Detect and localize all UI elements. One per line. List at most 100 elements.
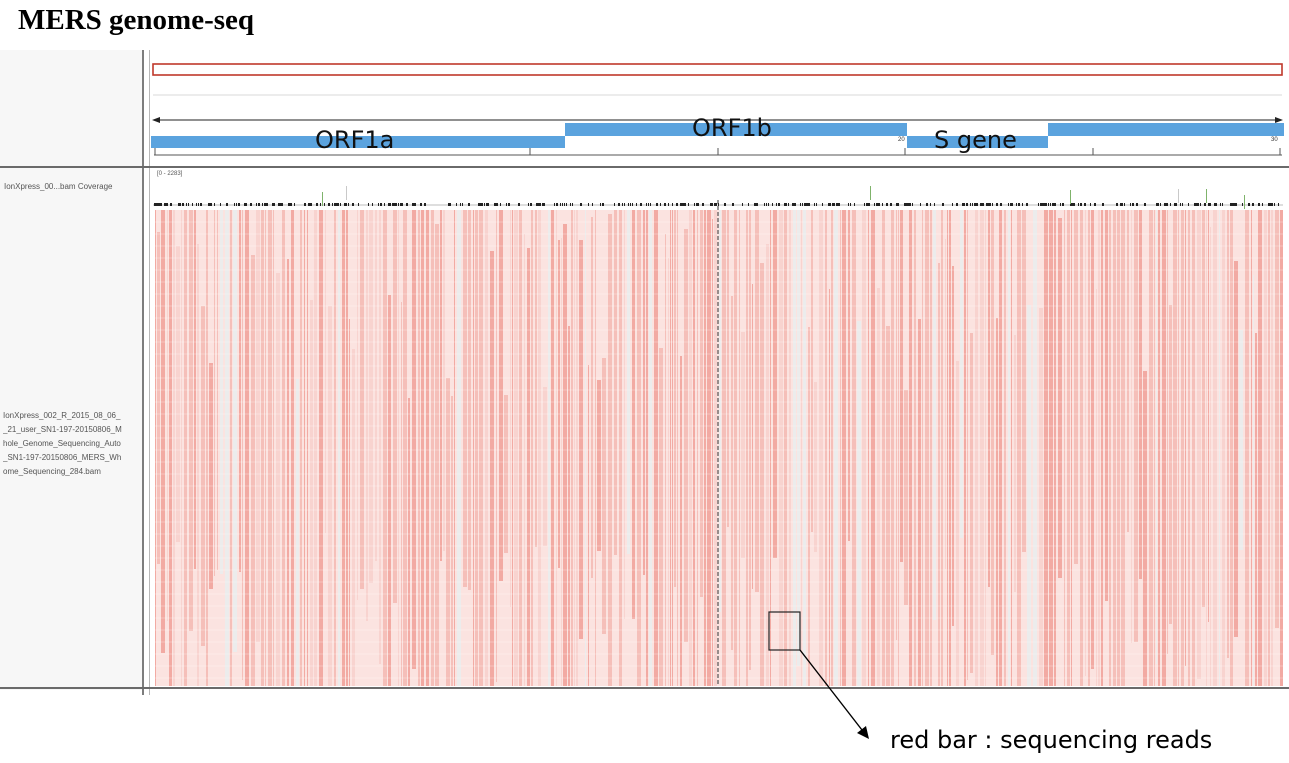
coverage-mark <box>368 203 369 206</box>
sequencing-read-column <box>401 302 402 686</box>
sequencing-read-column <box>388 295 391 686</box>
sequencing-read-column <box>975 210 978 686</box>
coverage-track[interactable] <box>153 186 1283 209</box>
header-divider[interactable] <box>0 166 1289 168</box>
sequencing-read-column <box>366 210 368 621</box>
sequencing-read-column <box>793 210 796 686</box>
coverage-mark <box>714 203 716 206</box>
sequencing-read-column <box>900 210 903 562</box>
coverage-mark <box>180 203 181 206</box>
sequencing-read-column <box>551 210 554 686</box>
sequencing-read-column <box>773 210 777 558</box>
coverage-track-label[interactable]: IonXpress_00...bam Coverage <box>4 182 113 191</box>
coverage-mark <box>868 203 870 206</box>
sequencing-read-column <box>831 210 833 686</box>
sequencing-read-column <box>1156 210 1157 664</box>
coverage-mark <box>580 203 582 206</box>
sequencing-read-column <box>988 210 990 587</box>
orf1a-feature[interactable] <box>151 136 565 148</box>
coverage-mark <box>468 203 470 206</box>
sequencing-read-column <box>909 210 912 686</box>
sequencing-read-column <box>857 321 861 686</box>
sequencing-read-column <box>803 210 806 686</box>
coverage-mark <box>566 203 567 206</box>
coverage-mark <box>1204 203 1206 206</box>
sequencing-read-column <box>201 306 205 646</box>
sequencing-read-column <box>882 210 885 686</box>
sequencing-read-column <box>261 210 264 686</box>
chromosome-ideogram[interactable] <box>152 63 1283 76</box>
coverage-mark <box>814 203 815 206</box>
sequencing-read-column <box>1017 210 1021 686</box>
ruler-right-arrow <box>1275 117 1283 123</box>
sequencing-read-column <box>239 210 241 572</box>
sequencing-read-column <box>801 210 802 686</box>
sequencing-read-column <box>614 210 617 555</box>
coverage-mark <box>264 203 266 206</box>
coverage-mark <box>614 203 615 206</box>
sequencing-read-column <box>576 210 578 686</box>
coverage-mark <box>540 203 541 206</box>
coverage-mark <box>1166 203 1168 206</box>
sequencing-read-column <box>925 210 929 686</box>
s-gene-feature[interactable] <box>907 136 1048 148</box>
coverage-mark <box>478 203 480 206</box>
sequencing-read-column <box>1101 210 1103 686</box>
sequencing-read-column <box>624 210 625 619</box>
coverage-mark <box>554 203 555 206</box>
coverage-mark <box>348 203 349 206</box>
sequencing-read-column <box>1202 210 1205 607</box>
coverage-mark <box>274 203 275 206</box>
coverage-mark <box>696 203 698 206</box>
coverage-mark <box>676 203 678 206</box>
ruler-tick-label: 30 <box>1271 137 1278 143</box>
coverage-mark <box>570 203 571 206</box>
coverage-mark <box>336 203 338 206</box>
coverage-mark <box>972 203 973 206</box>
sequencing-read-column <box>169 210 172 686</box>
coverage-mark <box>236 203 237 206</box>
sequencing-read-column <box>842 210 846 686</box>
downstream-feature[interactable] <box>1048 123 1284 136</box>
coverage-mark <box>716 203 717 206</box>
sequencing-read-column <box>689 210 692 686</box>
sequencing-read-column <box>693 210 695 686</box>
coverage-mark <box>898 203 899 206</box>
coverage-mark <box>158 203 160 206</box>
alignment-track-label[interactable]: IonXpress_002_R_2015_08_06_ _21_user_SN1… <box>3 409 141 479</box>
sequencing-read-column <box>999 210 1002 686</box>
coverage-mark <box>1102 203 1104 206</box>
coverage-mark <box>462 203 463 206</box>
coverage-mark <box>1208 203 1210 206</box>
sequencing-read-column <box>704 210 706 686</box>
coverage-mark <box>624 203 625 206</box>
annotation-text: red bar : sequencing reads <box>890 726 1213 754</box>
name-panel-divider[interactable] <box>142 50 144 695</box>
coverage-mark <box>778 203 780 206</box>
alignment-reads[interactable] <box>155 210 1283 686</box>
sequencing-read-column <box>468 210 471 590</box>
sequencing-read-column <box>300 210 302 686</box>
sequencing-read-column <box>538 210 541 686</box>
coverage-mark <box>684 203 686 206</box>
sequencing-read-column <box>346 210 348 686</box>
coverage-mark <box>484 203 485 206</box>
sequencing-read-column <box>896 210 897 640</box>
coverage-mark <box>1072 203 1074 206</box>
coverage-mark <box>1052 203 1054 206</box>
sequencing-read-column <box>1098 210 1100 686</box>
coverage-mark <box>630 203 631 206</box>
sequencing-read-column <box>1105 210 1108 601</box>
orf1b-feature[interactable] <box>565 123 907 136</box>
coverage-mark <box>660 203 661 206</box>
coverage-mark <box>394 203 396 206</box>
sequencing-read-column <box>176 246 180 542</box>
coverage-mark <box>802 203 803 206</box>
coverage-mark <box>1188 203 1189 206</box>
coverage-mark <box>420 203 422 206</box>
coverage-mark <box>724 203 726 206</box>
coverage-mark <box>1274 203 1275 206</box>
coverage-mark <box>272 203 274 206</box>
sequencing-read-column <box>1011 210 1012 686</box>
sequencing-read-column <box>1022 210 1026 552</box>
